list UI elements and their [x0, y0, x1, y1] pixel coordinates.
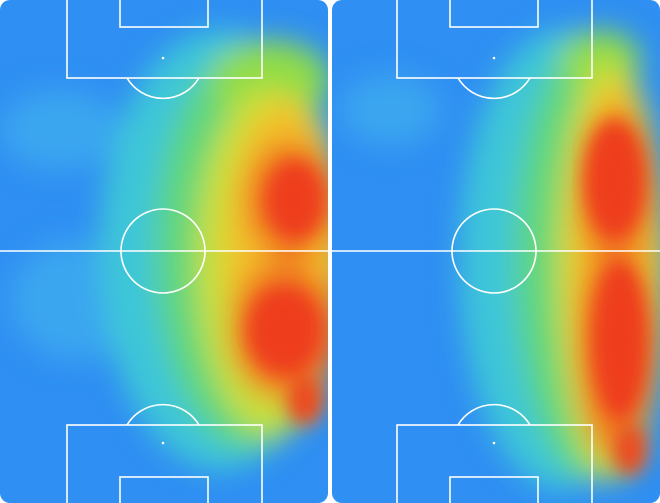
left-pitch-lines: [0, 0, 328, 503]
left-heatmap: [0, 0, 328, 503]
right-pitch-lines: [332, 0, 660, 503]
